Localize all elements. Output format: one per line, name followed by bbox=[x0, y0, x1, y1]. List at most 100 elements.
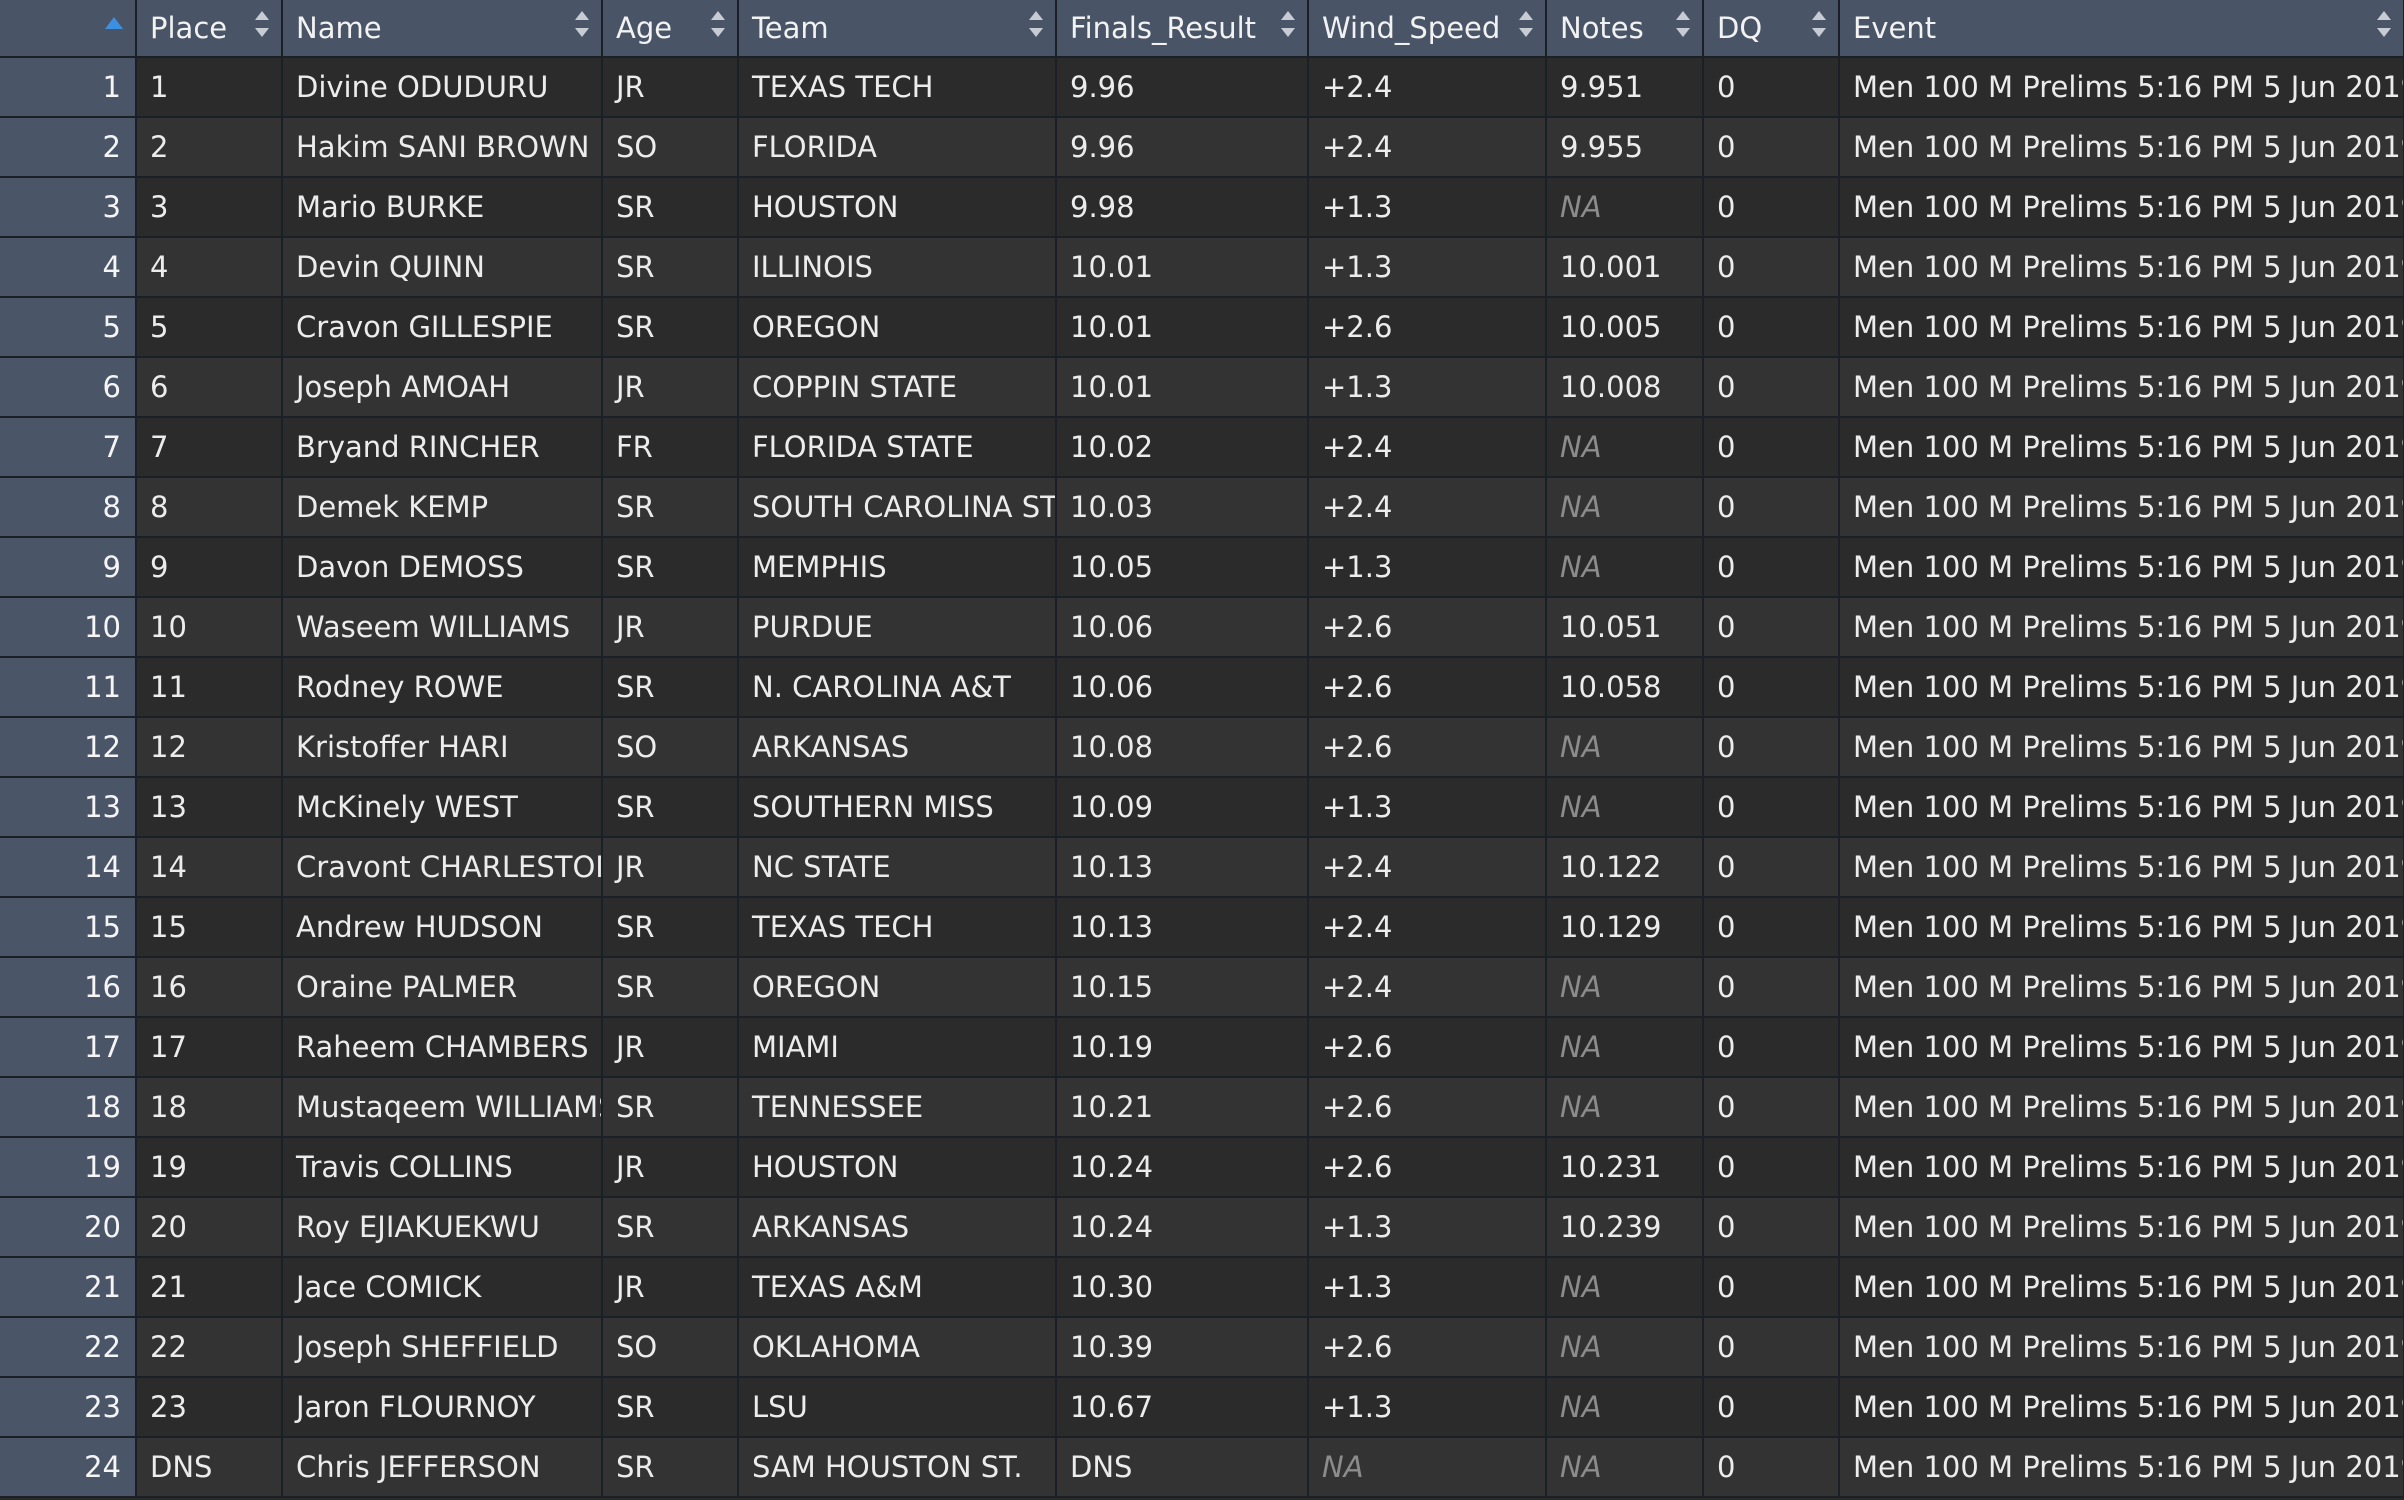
table-row[interactable]: 19 19 Travis COLLINS JR HOUSTON 10.24 +2.6 10.2… bbox=[0, 1137, 2404, 1198]
table-row[interactable]: 13 13 McKinely WEST SR SOUTHERN MISS 10.09 +1.… bbox=[0, 777, 2404, 838]
cell-place: 6 bbox=[136, 357, 283, 418]
cell-finals-result: 9.98 bbox=[1056, 177, 1309, 238]
cell-place: 15 bbox=[136, 897, 283, 958]
table-row[interactable]: 16 16 Oraine PALMER SR OREGON 10.15 +2.4 NA 0 Men… bbox=[0, 957, 2404, 1018]
cell-team: TEXAS TECH bbox=[738, 57, 1057, 118]
cell-team: OKLAHOMA bbox=[738, 1317, 1057, 1378]
cell-event: Men 100 M Prelims 5:16 PM 5 Jun 2019 bbox=[1839, 657, 2404, 718]
cell-event: Men 100 M Prelims 5:16 PM 5 Jun 2019 bbox=[1839, 777, 2404, 838]
cell-finals-result: 10.05 bbox=[1056, 537, 1309, 598]
row-number: 11 bbox=[0, 657, 137, 718]
table-row[interactable]: 24 DNS Chris JEFFERSON SR SAM HOUSTON ST. DNS… bbox=[0, 1437, 2404, 1498]
cell-event: Men 100 M Prelims 5:16 PM 5 Jun 2019 bbox=[1839, 1197, 2404, 1258]
table-row[interactable]: 21 21 Jace COMICK JR TEXAS A&M 10.30 +1.3 NA 0 Me… bbox=[0, 1257, 2404, 1318]
cell-team: ARKANSAS bbox=[738, 717, 1057, 778]
cell-dq: 0 bbox=[1703, 657, 1840, 718]
cell-finals-result: 10.01 bbox=[1056, 357, 1309, 418]
cell-place: 10 bbox=[136, 597, 283, 658]
cell-team: TENNESSEE bbox=[738, 1077, 1057, 1138]
cell-notes: 10.122 bbox=[1546, 837, 1704, 898]
column-header-name[interactable]: Name bbox=[282, 0, 603, 58]
column-header-dq[interactable]: DQ bbox=[1703, 0, 1840, 58]
cell-finals-result: DNS bbox=[1056, 1437, 1309, 1498]
table-row[interactable]: 9 9 Davon DEMOSS SR MEMPHIS 10.05 +1.3 NA 0 Men 1… bbox=[0, 537, 2404, 598]
cell-age: SO bbox=[602, 1317, 739, 1378]
table-row[interactable]: 18 18 Mustaqeem WILLIAMS SR TENNESSEE 10.21 +2… bbox=[0, 1077, 2404, 1138]
cell-place: 3 bbox=[136, 177, 283, 238]
sort-icon[interactable] bbox=[2377, 11, 2391, 37]
cell-dq: 0 bbox=[1703, 357, 1840, 418]
sort-icon[interactable] bbox=[1281, 11, 1295, 37]
cell-dq: 0 bbox=[1703, 477, 1840, 538]
column-header-notes[interactable]: Notes bbox=[1546, 0, 1704, 58]
sort-icon[interactable] bbox=[1676, 11, 1690, 37]
cell-name: Joseph AMOAH bbox=[282, 357, 603, 418]
sort-icon[interactable] bbox=[575, 11, 589, 37]
cell-wind-speed: +2.6 bbox=[1308, 597, 1547, 658]
row-number: 20 bbox=[0, 1197, 137, 1258]
row-number: 17 bbox=[0, 1017, 137, 1078]
table-row[interactable]: 4 4 Devin QUINN SR ILLINOIS 10.01 +1.3 10.001 0 M… bbox=[0, 237, 2404, 298]
cell-wind-speed: NA bbox=[1308, 1437, 1547, 1498]
column-header-finals-result[interactable]: Finals_Result bbox=[1056, 0, 1309, 58]
table-row[interactable]: 15 15 Andrew HUDSON SR TEXAS TECH 10.13 +2.4 10… bbox=[0, 897, 2404, 958]
cell-place: 18 bbox=[136, 1077, 283, 1138]
table-row[interactable]: 23 23 Jaron FLOURNOY SR LSU 10.67 +1.3 NA 0 Men 1… bbox=[0, 1377, 2404, 1438]
row-number: 10 bbox=[0, 597, 137, 658]
table-row[interactable]: 7 7 Bryand RINCHER FR FLORIDA STATE 10.02 +2.4… bbox=[0, 417, 2404, 478]
sort-ascending-icon bbox=[105, 17, 123, 29]
cell-team: TEXAS TECH bbox=[738, 897, 1057, 958]
column-header-row-number[interactable] bbox=[0, 0, 137, 58]
cell-name: Kristoffer HARI bbox=[282, 717, 603, 778]
sort-icon[interactable] bbox=[1029, 11, 1043, 37]
cell-age: SR bbox=[602, 297, 739, 358]
cell-team: OREGON bbox=[738, 957, 1057, 1018]
table-row[interactable]: 12 12 Kristoffer HARI SO ARKANSAS 10.08 +2.6 NA… bbox=[0, 717, 2404, 778]
cell-name: Mario BURKE bbox=[282, 177, 603, 238]
sort-icon[interactable] bbox=[1519, 11, 1533, 37]
cell-wind-speed: +1.3 bbox=[1308, 777, 1547, 838]
table-row[interactable]: 11 11 Rodney ROWE SR N. CAROLINA A&T 10.06 +2.… bbox=[0, 657, 2404, 718]
column-header-event[interactable]: Event bbox=[1839, 0, 2404, 58]
cell-wind-speed: +1.3 bbox=[1308, 1257, 1547, 1318]
table-row[interactable]: 17 17 Raheem CHAMBERS JR MIAMI 10.19 +2.6 NA 0 Me… bbox=[0, 1017, 2404, 1078]
cell-event: Men 100 M Prelims 5:16 PM 5 Jun 2019 bbox=[1839, 1437, 2404, 1498]
table-row[interactable]: 3 3 Mario BURKE SR HOUSTON 9.98 +1.3 NA 0 Men 100… bbox=[0, 177, 2404, 238]
cell-place: 8 bbox=[136, 477, 283, 538]
cell-age: JR bbox=[602, 1257, 739, 1318]
cell-notes: NA bbox=[1546, 777, 1704, 838]
cell-name: Hakim SANI BROWN bbox=[282, 117, 603, 178]
cell-name: Roy EJIAKUEKWU bbox=[282, 1197, 603, 1258]
cell-dq: 0 bbox=[1703, 1257, 1840, 1318]
table-row[interactable]: 14 14 Cravont CHARLESTON JR NC STATE 10.13 +2.… bbox=[0, 837, 2404, 898]
column-header-team[interactable]: Team bbox=[738, 0, 1057, 58]
row-number: 8 bbox=[0, 477, 137, 538]
cell-dq: 0 bbox=[1703, 1017, 1840, 1078]
cell-team: PURDUE bbox=[738, 597, 1057, 658]
cell-place: 19 bbox=[136, 1137, 283, 1198]
table-row[interactable]: 20 20 Roy EJIAKUEKWU SR ARKANSAS 10.24 +1.3 10.… bbox=[0, 1197, 2404, 1258]
row-number: 24 bbox=[0, 1437, 137, 1498]
cell-wind-speed: +2.4 bbox=[1308, 477, 1547, 538]
table-row[interactable]: 6 6 Joseph AMOAH JR COPPIN STATE 10.01 +1.3 10.… bbox=[0, 357, 2404, 418]
cell-dq: 0 bbox=[1703, 717, 1840, 778]
cell-notes: 9.955 bbox=[1546, 117, 1704, 178]
table-row[interactable]: 5 5 Cravon GILLESPIE SR OREGON 10.01 +2.6 10.00… bbox=[0, 297, 2404, 358]
cell-finals-result: 10.39 bbox=[1056, 1317, 1309, 1378]
cell-name: Cravon GILLESPIE bbox=[282, 297, 603, 358]
table-row[interactable]: 1 1 Divine ODUDURU JR TEXAS TECH 9.96 +2.4 9.95… bbox=[0, 57, 2404, 118]
column-header-place[interactable]: Place bbox=[136, 0, 283, 58]
sort-icon[interactable] bbox=[711, 11, 725, 37]
column-header-wind-speed[interactable]: Wind_Speed bbox=[1308, 0, 1547, 58]
cell-name: Andrew HUDSON bbox=[282, 897, 603, 958]
row-number: 12 bbox=[0, 717, 137, 778]
sort-icon[interactable] bbox=[255, 11, 269, 37]
table-row[interactable]: 8 8 Demek KEMP SR SOUTH CAROLINA ST. 10.03 +2.… bbox=[0, 477, 2404, 538]
sort-icon[interactable] bbox=[1812, 11, 1826, 37]
cell-dq: 0 bbox=[1703, 1137, 1840, 1198]
cell-age: SR bbox=[602, 1197, 739, 1258]
table-row[interactable]: 10 10 Waseem WILLIAMS JR PURDUE 10.06 +2.6 10.0… bbox=[0, 597, 2404, 658]
table-row[interactable]: 2 2 Hakim SANI BROWN SO FLORIDA 9.96 +2.4 9.955… bbox=[0, 117, 2404, 178]
table-row[interactable]: 22 22 Joseph SHEFFIELD SO OKLAHOMA 10.39 +2.6 N… bbox=[0, 1317, 2404, 1378]
column-header-age[interactable]: Age bbox=[602, 0, 739, 58]
